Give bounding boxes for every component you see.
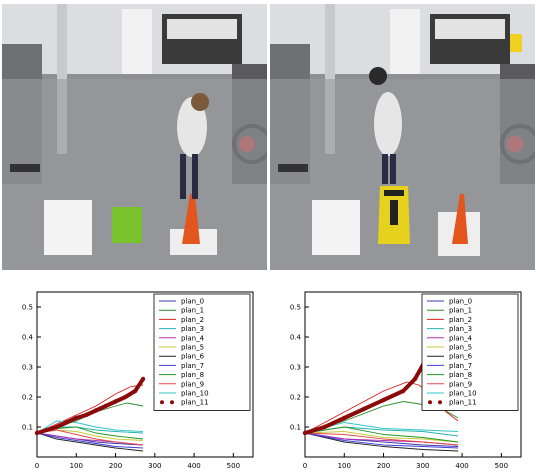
data-point-plan-11 [342,415,347,421]
data-point-plan-11 [361,406,367,412]
x-tick-label: 200 [377,462,390,470]
series-line-plan-9 [36,429,144,446]
legend-label: plan_7 [181,362,204,370]
series-line-plan-5 [304,431,459,443]
traffic-cone [182,194,200,244]
legend-label: plan_8 [181,371,204,379]
x-tick-label: 300 [416,462,429,470]
legend-label: plan_2 [181,316,204,324]
y-tick-label: 0.2 [22,394,33,402]
series-line-plan-7 [36,432,144,449]
legend-label: plan_2 [449,316,472,324]
y-tick-label: 0.5 [290,304,301,312]
series-line-plan-7 [304,432,459,449]
y-tick-label: 0.5 [22,304,33,312]
data-point-plan-11 [132,388,138,394]
y-tick-label: 0.1 [22,424,33,432]
legend-label: plan_11 [449,399,477,407]
traffic-cone [452,194,468,244]
x-tick-label: 400 [187,462,200,470]
legend-label: plan_3 [181,325,204,333]
legend-label: plan_1 [449,307,472,315]
series-line-plan-6 [304,432,459,452]
y-tick-label: 0.4 [290,334,302,342]
series-line-plan-6 [36,432,144,452]
data-point-plan-11 [412,376,418,382]
legend [153,293,251,411]
legend-label: plan_10 [449,390,477,398]
x-tick-label: 300 [148,462,161,470]
legend-label: plan_1 [181,307,204,315]
data-point-plan-11 [44,427,50,433]
y-tick-label: 0.3 [22,364,33,372]
legend-label: plan_8 [449,371,472,379]
legend-label: plan_6 [181,353,205,361]
plan-chart-right: 0 100 200 300 400 5000.10.20.30.40.5plan_0pla… [290,291,522,470]
x-tick-label: 100 [70,462,83,470]
camera-photo-left [2,4,267,270]
legend-swatch [428,400,432,405]
series-line-plan-8 [304,426,459,443]
data-point-plan-11 [381,397,386,403]
legend-label: plan_11 [181,399,209,407]
y-tick-label: 0.3 [290,364,301,372]
x-tick-label: 400 [455,462,468,470]
legend-label: plan_5 [181,344,204,352]
x-tick-label: 500 [495,462,508,470]
data-point-plan-11 [103,403,108,409]
x-tick-label: 100 [338,462,351,470]
floor-mat [312,200,360,255]
data-point-plan-11 [74,415,79,421]
legend-label: plan_9 [181,380,204,388]
x-tick-label: 0 [303,462,307,470]
legend-swatch [438,400,442,405]
x-tick-label: 200 [109,462,122,470]
legend-label: plan_4 [449,334,473,342]
data-point-plan-11 [34,430,40,436]
data-point-plan-11 [123,394,128,400]
legend [421,293,519,411]
legend-label: plan_10 [181,390,209,398]
legend-label: plan_7 [449,362,472,370]
chart-panel-left: 0 100 200 300 400 500 0.1 0.2 0.3 0.4 0.5 plan_0 pla… [0,272,268,472]
data-point-plan-11 [83,412,89,418]
camera-photo-right [270,4,535,270]
series-line-plan-2 [36,384,144,434]
data-point-plan-11 [93,408,99,413]
series-line-plan-9 [304,432,459,446]
plan-chart-left: 0 100 200 300 400 5000.10.20.30.40.5plan_0pla… [22,291,254,470]
chart-panel-right: 0 100 200 300 400 500 0.1 0.2 0.3 0.4 0.5 plan_0 pla… [268,272,536,472]
y-tick-label: 0.1 [290,424,301,432]
legend-swatch [170,400,174,405]
data-point-plan-11 [64,420,69,425]
floor-mat [44,200,92,255]
legend-label: plan_0 [181,298,204,306]
legend-label: plan_5 [449,344,472,352]
legend-swatch [160,400,164,405]
green-box [112,207,142,243]
data-point-plan-11 [400,388,406,394]
legend-label: plan_9 [449,380,472,388]
legend-label: plan_0 [449,298,472,306]
legend-label: plan_3 [449,325,472,333]
data-point-plan-11 [54,424,59,430]
data-point-plan-11 [140,376,146,382]
data-point-plan-11 [322,424,327,430]
series-line-plan-10 [36,420,144,434]
y-tick-label: 0.2 [290,394,301,402]
data-point-plan-11 [113,399,118,404]
data-point-plan-11 [302,430,308,436]
legend-label: plan_4 [181,334,205,342]
y-tick-label: 0.4 [22,334,34,342]
legend-label: plan_6 [449,353,473,361]
x-tick-label: 500 [227,462,240,470]
x-tick-label: 0 [35,462,39,470]
